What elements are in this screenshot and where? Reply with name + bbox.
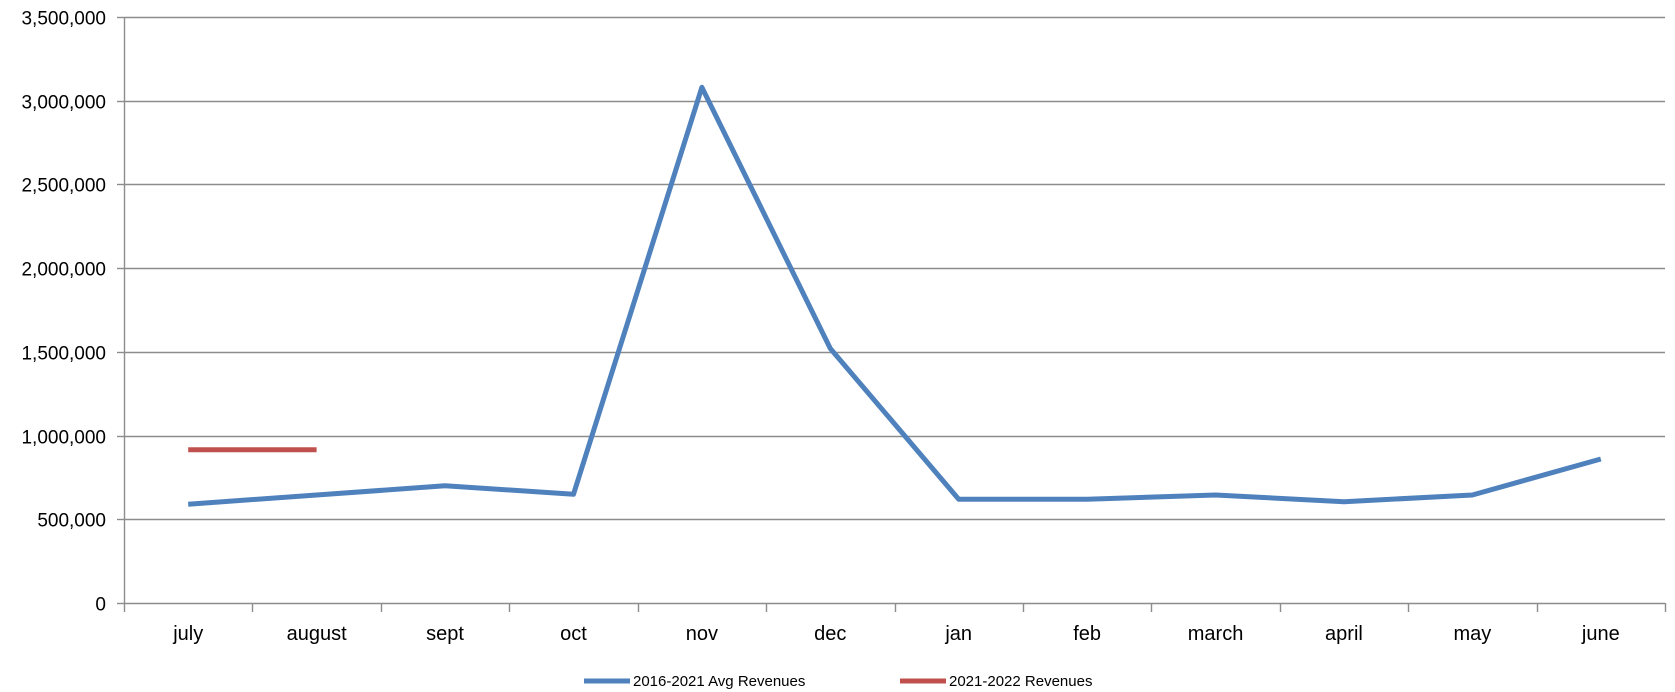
y-tick-label: 3,000,000 [21,93,106,114]
x-tick-label: nov [686,623,718,645]
x-tick-label: august [287,623,347,645]
x-tick-label: april [1325,623,1363,645]
y-tick-labels: 0 500,000 1,000,000 1,500,000 2,000,000 2,500… [21,9,106,616]
legend-label: 2016-2021 Avg Revenues [633,673,805,690]
y-tick-label: 1,500,000 [21,344,106,365]
x-tick-label: oct [560,623,587,645]
y-tick-label: 2,000,000 [21,260,106,281]
gridlines [124,16,1665,521]
y-tick-label: 2,500,000 [21,176,106,197]
y-tick-label: 0 [95,595,106,616]
x-tick-label: dec [814,623,846,645]
legend-item: 2021-2022 Revenues [900,673,1092,690]
legend-item: 2016-2021 Avg Revenues [584,673,805,690]
legend-label: 2021-2022 Revenues [949,673,1092,690]
axes [117,16,1667,612]
series-line-0 [188,84,1602,507]
x-tick-label: sept [426,623,464,645]
x-tick-label: feb [1073,623,1101,645]
x-tick-label: july [172,623,203,645]
y-tick-label: 3,500,000 [21,9,106,30]
x-tick-label: may [1453,623,1491,645]
y-tick-label: 1,000,000 [21,428,106,449]
y-tick-label: 500,000 [37,511,106,532]
x-tick-label: jan [944,623,972,645]
x-tick-label: june [1581,623,1620,645]
x-tick-label: march [1188,623,1244,645]
x-tick-labels: july august sept oct nov dec jan feb march april m… [172,623,1619,645]
legend: 2016-2021 Avg Revenues 2021-2022 Revenues [584,673,1092,690]
series-lines [188,84,1602,507]
